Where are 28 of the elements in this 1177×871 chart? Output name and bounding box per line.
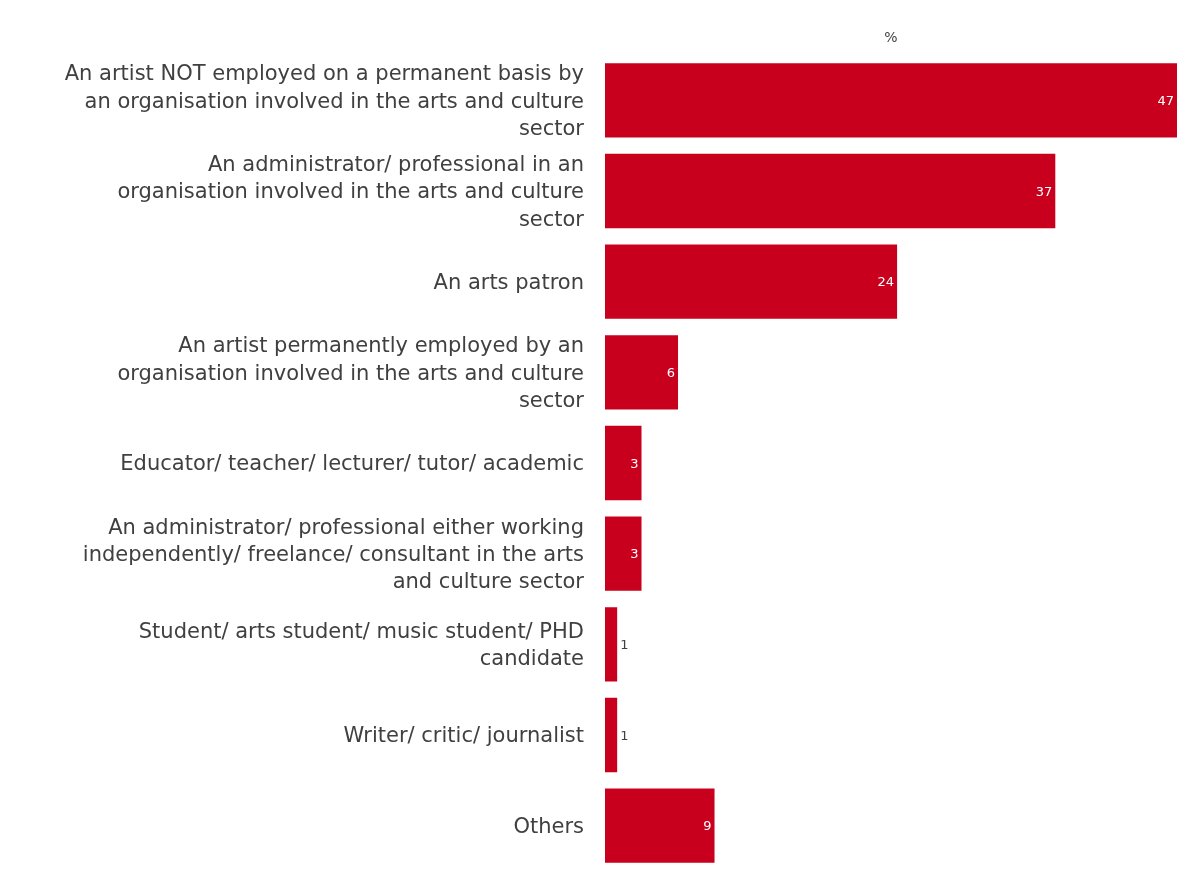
x-axis-title: % <box>884 28 898 45</box>
bar <box>605 335 679 410</box>
bar <box>605 153 1056 229</box>
data-label: 6 <box>666 364 676 380</box>
bar <box>605 244 898 319</box>
y-tick-label: Educator/ teacher/ lecturer/ tutor/ academic <box>120 451 584 476</box>
y-tick-label: An administrator/ professional either working independently/ freelance/ consultant in the arts and culture sector <box>82 514 585 594</box>
y-tick-label: An artist NOT employed on a permanent basis by an organisation involved in the arts and culture sector <box>64 61 585 140</box>
y-tick-label: Others <box>513 814 584 839</box>
bar <box>605 516 642 591</box>
bar <box>605 425 642 501</box>
data-label: 3 <box>630 546 639 562</box>
y-tick-label: An artist permanently employed by an organisation involved in the arts and culture sector <box>117 333 585 412</box>
bar <box>605 63 1177 138</box>
data-label: 24 <box>877 274 895 290</box>
bar <box>605 607 618 682</box>
data-label: 1 <box>620 727 629 743</box>
data-label: 1 <box>620 636 629 652</box>
y-tick-label: An arts patron <box>433 270 584 295</box>
y-tick-label: Writer/ critic/ journalist <box>343 723 584 748</box>
bar <box>605 788 715 863</box>
bar <box>605 697 618 773</box>
data-label: 9 <box>703 818 712 834</box>
data-label: 47 <box>1157 92 1174 108</box>
data-label: 37 <box>1035 183 1053 199</box>
data-label: 3 <box>630 455 639 471</box>
y-tick-label: An administrator/ professional in an organisation involved in the arts and culture sector <box>117 152 585 231</box>
y-tick-label: Student/ arts student/ music student/ PHD candidate <box>138 619 584 671</box>
